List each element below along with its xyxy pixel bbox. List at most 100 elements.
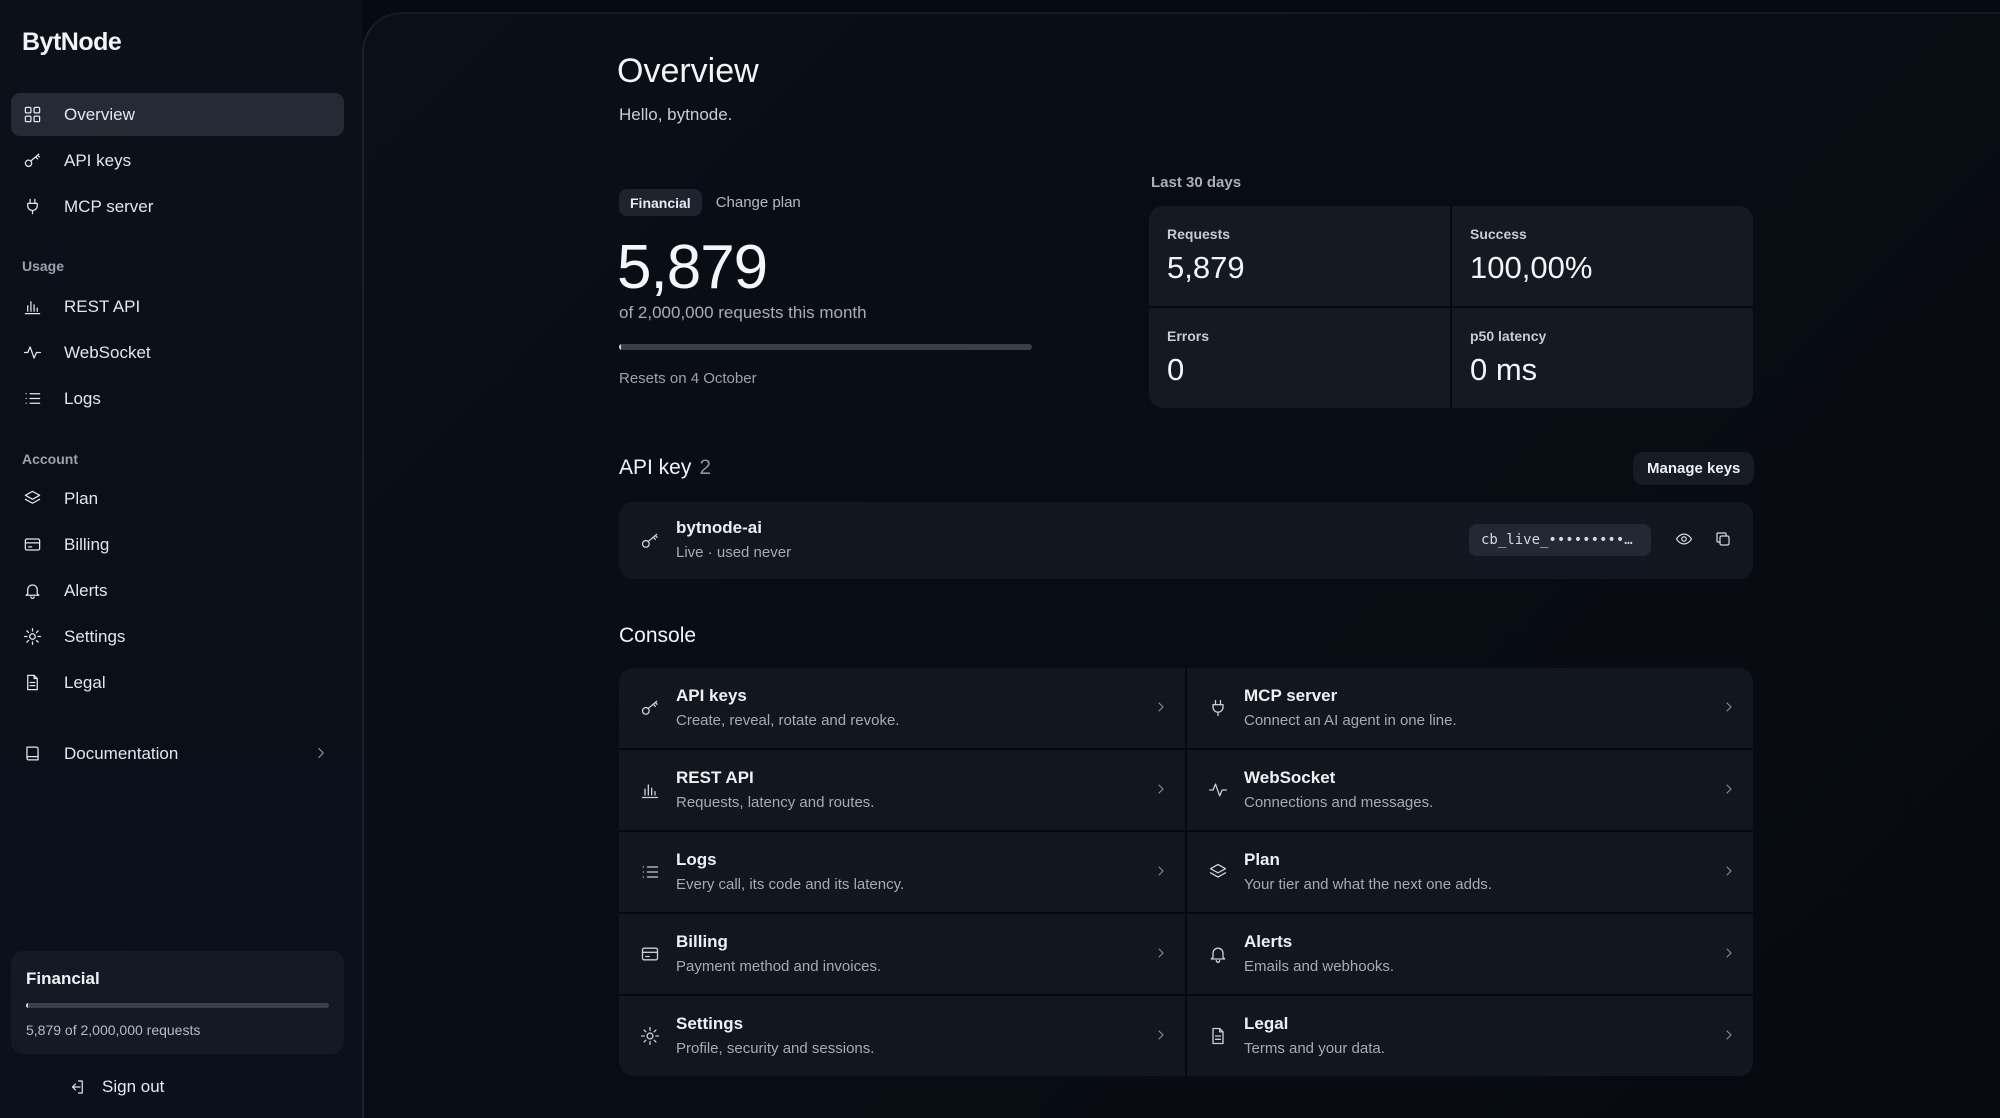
console-item-title: REST API [676,768,754,787]
console-item-desc: Create, reveal, rotate and revoke. [676,712,900,729]
console-item-title: Plan [1244,850,1280,869]
api-key-title: API key [619,456,692,479]
console-item-desc: Connections and messages. [1244,794,1434,811]
sidebar-item-rest-api[interactable]: REST API [11,285,344,328]
sidebar-item-label: Documentation [64,743,179,763]
console-item-desc: Emails and webhooks. [1244,958,1395,975]
stats-grid: Requests 5,879 Success 100,00% Errors 0 … [1149,206,1753,408]
stat-value: 0 ms [1470,352,1538,387]
sidebar-item-plan[interactable]: Plan [11,477,344,520]
sidebar-item-websocket[interactable]: WebSocket [11,331,344,374]
console-item-websocket[interactable]: WebSocket Connections and messages. [1187,750,1753,830]
stat-requests: Requests 5,879 [1149,206,1450,306]
console-item-plan[interactable]: Plan Your tier and what the next one add… [1187,832,1753,912]
console-item-desc: Every call, its code and its latency. [676,876,905,893]
stats-period: Last 30 days [1151,174,1242,191]
chevron-right-icon [1726,784,1732,794]
chevron-right-icon [1158,948,1164,958]
sidebar-item-overview[interactable]: Overview [11,93,344,136]
sidebar-item-alerts[interactable]: Alerts [11,569,344,612]
eye-icon[interactable] [1673,528,1695,550]
sign-out-icon [68,1077,88,1097]
console-item-title: Billing [676,932,728,951]
monthly-usage-bar [619,344,1032,350]
console-item-api-keys[interactable]: API keys Create, reveal, rotate and revo… [619,668,1185,748]
stat-errors: Errors 0 [1149,308,1450,408]
console-item-mcp-server[interactable]: MCP server Connect an AI agent in one li… [1187,668,1753,748]
stat-p50-latency: p50 latency 0 ms [1452,308,1753,408]
requests-subtitle: of 2,000,000 requests this month [619,303,867,322]
console-item-title: MCP server [1244,686,1338,705]
sidebar-item-label: Billing [64,534,110,554]
console-item-rest-api[interactable]: REST API Requests, latency and routes. [619,750,1185,830]
chevron-right-icon [318,747,324,759]
plan-usage-text: 5,879 of 2,000,000 requests [26,1022,201,1038]
sign-out-button[interactable]: Sign out [68,1074,164,1100]
page-title: Overview [617,52,759,90]
console-item-alerts[interactable]: Alerts Emails and webhooks. [1187,914,1753,994]
greeting: Hello, bytnode. [619,105,733,124]
plug-icon [22,197,42,217]
api-key-masked-value[interactable]: cb_live_•••••••••… [1469,524,1651,556]
console-item-settings[interactable]: Settings Profile, security and sessions. [619,996,1185,1076]
list-icon [639,861,661,883]
console-item-billing[interactable]: Billing Payment method and invoices. [619,914,1185,994]
key-icon [639,697,661,719]
bell-icon [22,581,42,601]
reset-date: Resets on 4 October [619,370,757,387]
api-key-card[interactable]: bytnode-ai Live · used never cb_live_•••… [619,502,1753,579]
layers-icon [22,489,42,509]
document-icon [1207,1025,1229,1047]
plug-icon [1207,697,1229,719]
console-item-title: Settings [676,1014,744,1033]
gear-icon [639,1025,661,1047]
plan-name: Financial [26,969,100,988]
credit-card-icon [639,943,661,965]
sign-out-label: Sign out [102,1077,165,1096]
plan-row: Financial Change plan [619,189,801,216]
console-item-desc: Your tier and what the next one adds. [1244,876,1492,893]
credit-card-icon [22,535,42,555]
stat-label: Errors [1167,328,1210,344]
console-item-logs[interactable]: Logs Every call, its code and its latenc… [619,832,1185,912]
plan-usage-card[interactable]: Financial 5,879 of 2,000,000 requests [11,951,344,1054]
sidebar-item-label: Overview [64,104,135,124]
app-logo[interactable]: BytNode [22,28,122,56]
key-icon [639,530,661,552]
sidebar-item-api-keys[interactable]: API keys [11,139,344,182]
chevron-right-icon [1158,784,1164,794]
api-key-count: 2 [699,456,712,479]
copy-icon[interactable] [1712,528,1734,550]
key-icon [22,151,42,171]
sidebar-item-documentation[interactable]: Documentation [11,732,344,775]
stat-value: 5,879 [1167,250,1245,285]
sidebar-item-mcp-server[interactable]: MCP server [11,185,344,228]
console-item-legal[interactable]: Legal Terms and your data. [1187,996,1753,1076]
bar-chart-icon [639,779,661,801]
sidebar-item-settings[interactable]: Settings [11,615,344,658]
sidebar-item-legal[interactable]: Legal [11,661,344,704]
chevron-right-icon [1158,866,1164,876]
document-icon [22,673,42,693]
requests-count: 5,879 [617,233,768,302]
console-item-title: Logs [676,850,717,869]
sidebar-item-billing[interactable]: Billing [11,523,344,566]
change-plan-link[interactable]: Change plan [715,194,801,211]
sidebar-item-label: API keys [64,150,132,170]
manage-keys-button[interactable]: Manage keys [1633,452,1755,485]
bar-chart-icon [22,297,42,317]
activity-icon [1207,779,1229,801]
chevron-right-icon [1726,948,1732,958]
grid-icon [22,105,42,125]
sidebar-item-label: Settings [64,626,126,646]
sidebar-item-logs[interactable]: Logs [11,377,344,420]
activity-icon [22,343,42,363]
list-icon [22,389,42,409]
chevron-right-icon [1726,866,1732,876]
gear-icon [22,627,42,647]
stat-success: Success 100,00% [1452,206,1753,306]
console-item-desc: Payment method and invoices. [676,958,882,975]
sidebar-item-label: Legal [64,672,106,692]
sidebar-item-label: Logs [64,388,101,408]
main-panel: Overview Hello, bytnode. Financial Chang… [362,12,2000,1118]
